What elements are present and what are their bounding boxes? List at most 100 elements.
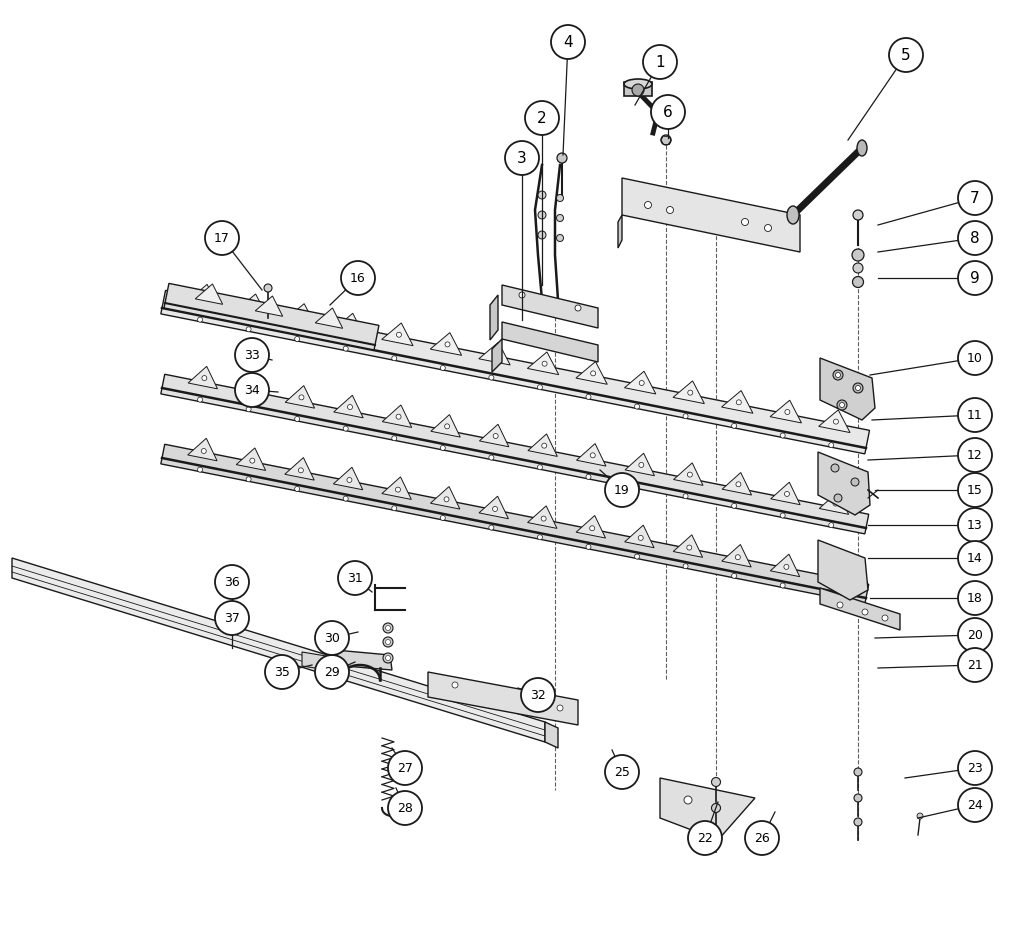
Polygon shape: [164, 283, 379, 349]
Circle shape: [745, 821, 779, 855]
Circle shape: [780, 513, 785, 518]
Polygon shape: [577, 515, 605, 538]
Circle shape: [215, 601, 249, 635]
Circle shape: [834, 494, 842, 502]
Circle shape: [851, 478, 859, 486]
Circle shape: [538, 231, 546, 239]
Circle shape: [958, 581, 992, 615]
Text: 27: 27: [397, 761, 413, 775]
Text: 25: 25: [614, 765, 630, 778]
Circle shape: [488, 456, 494, 460]
Circle shape: [556, 215, 563, 222]
Circle shape: [853, 263, 863, 273]
Circle shape: [688, 821, 722, 855]
Circle shape: [958, 648, 992, 682]
Polygon shape: [575, 362, 607, 384]
Circle shape: [683, 563, 688, 569]
Circle shape: [392, 506, 396, 510]
Text: 5: 5: [901, 47, 910, 63]
Polygon shape: [237, 376, 266, 399]
Polygon shape: [187, 438, 217, 461]
Polygon shape: [315, 308, 343, 329]
Circle shape: [348, 323, 353, 328]
Circle shape: [202, 449, 206, 454]
Polygon shape: [673, 381, 705, 403]
Circle shape: [250, 458, 255, 463]
Polygon shape: [161, 444, 868, 604]
Circle shape: [519, 292, 525, 298]
Circle shape: [383, 623, 393, 633]
Circle shape: [731, 423, 736, 428]
Circle shape: [831, 464, 839, 472]
Polygon shape: [818, 452, 870, 515]
Circle shape: [551, 25, 585, 59]
Polygon shape: [673, 535, 702, 558]
Circle shape: [234, 338, 269, 372]
Circle shape: [712, 828, 721, 836]
Circle shape: [541, 516, 546, 521]
Circle shape: [644, 202, 651, 208]
Polygon shape: [285, 304, 316, 327]
Circle shape: [444, 497, 450, 502]
Circle shape: [586, 394, 591, 400]
Polygon shape: [625, 454, 654, 475]
Circle shape: [440, 366, 445, 370]
Text: 36: 36: [224, 576, 240, 588]
Circle shape: [198, 467, 203, 473]
Circle shape: [635, 484, 640, 489]
Circle shape: [958, 341, 992, 375]
Circle shape: [632, 84, 644, 96]
Polygon shape: [770, 401, 802, 423]
Polygon shape: [479, 342, 510, 365]
Circle shape: [958, 618, 992, 652]
Text: 12: 12: [967, 449, 983, 461]
Circle shape: [444, 424, 450, 429]
Circle shape: [347, 404, 352, 409]
Circle shape: [396, 332, 401, 337]
Polygon shape: [479, 424, 509, 447]
Circle shape: [343, 496, 348, 501]
Circle shape: [605, 755, 639, 789]
Text: 26: 26: [754, 831, 770, 845]
Text: 9: 9: [970, 271, 980, 285]
Circle shape: [493, 507, 498, 511]
Polygon shape: [302, 652, 340, 672]
Circle shape: [828, 442, 834, 448]
Polygon shape: [770, 554, 800, 577]
Polygon shape: [430, 487, 460, 509]
Circle shape: [494, 434, 498, 438]
Circle shape: [440, 515, 445, 521]
Circle shape: [338, 561, 372, 595]
Circle shape: [836, 372, 841, 378]
Circle shape: [505, 141, 539, 175]
Polygon shape: [820, 588, 900, 630]
Ellipse shape: [624, 79, 652, 89]
Polygon shape: [237, 294, 267, 316]
Circle shape: [837, 400, 847, 410]
Polygon shape: [577, 443, 606, 466]
Polygon shape: [382, 405, 412, 427]
Circle shape: [538, 535, 543, 540]
Circle shape: [635, 554, 640, 559]
Circle shape: [298, 468, 303, 473]
Circle shape: [687, 473, 692, 477]
Circle shape: [834, 420, 839, 424]
Text: 14: 14: [967, 551, 983, 564]
Text: 15: 15: [967, 484, 983, 496]
Text: 19: 19: [614, 484, 630, 496]
Text: 3: 3: [517, 151, 527, 166]
Polygon shape: [161, 291, 869, 454]
Circle shape: [452, 682, 458, 688]
Circle shape: [385, 626, 390, 631]
Circle shape: [735, 555, 740, 560]
Circle shape: [882, 615, 888, 621]
Circle shape: [635, 404, 640, 409]
Circle shape: [494, 351, 499, 356]
Polygon shape: [722, 390, 753, 413]
Circle shape: [712, 777, 721, 787]
Text: 11: 11: [967, 408, 983, 421]
Circle shape: [828, 523, 834, 527]
Circle shape: [736, 400, 741, 404]
Circle shape: [525, 101, 559, 135]
Circle shape: [853, 383, 863, 393]
